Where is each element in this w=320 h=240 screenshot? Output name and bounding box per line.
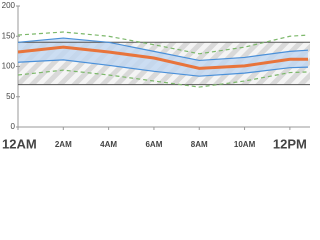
x-tick-label: 8AM — [191, 140, 208, 149]
y-tick-label: 0 — [11, 122, 16, 131]
x-tick-label: 12AM — [2, 136, 37, 151]
line — [17, 59, 309, 77]
x-tick-label: 4AM — [100, 140, 117, 149]
x-tick-label: 10AM — [234, 140, 256, 149]
line — [17, 45, 308, 70]
y-tick-label: 200 — [2, 1, 16, 10]
y-tick-label: 100 — [2, 62, 16, 71]
line — [17, 69, 309, 88]
x-tick-label: 6AM — [145, 140, 162, 149]
x-tick-label: 12PM — [273, 136, 307, 151]
y-tick-label: 50 — [6, 92, 15, 101]
chart: 0 50 100 150 200 12AM 2AM 4AM 6AM 8AM 10AM 12PM — [2, 1, 310, 151]
line — [17, 31, 309, 55]
x-tick-label: 2AM — [55, 140, 72, 149]
y-tick-label: 150 — [2, 31, 16, 40]
line — [17, 37, 309, 62]
